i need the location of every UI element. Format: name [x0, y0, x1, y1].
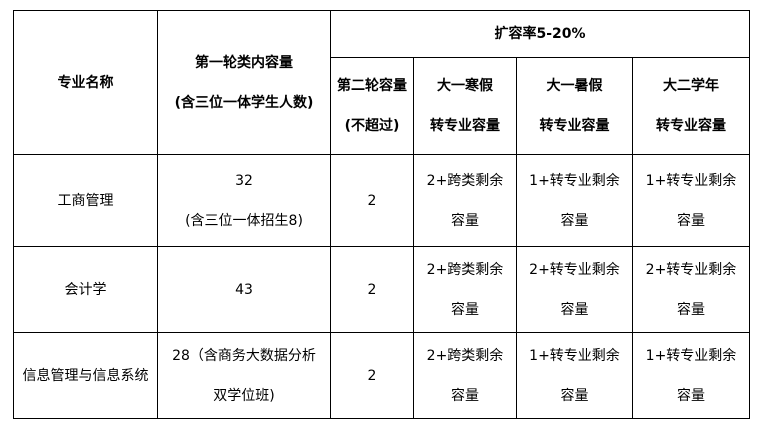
round2-value: 2	[367, 192, 377, 209]
round1-line1: 28（含商务大数据分析	[172, 347, 316, 364]
summer-line2: 容量	[560, 387, 589, 404]
cell-summer-capacity: 1+转专业剩余 容量	[516, 332, 633, 419]
table-row: 会计学 43 2 2+跨类剩余 容量 2+转专业剩余 容量 2+转专业剩余	[13, 246, 750, 333]
transfer-capacity-table: 专业名称 第一轮类内容量 (含三位一体学生人数) 扩容率5-20% 第二轮容量 …	[13, 10, 750, 419]
header-major-name: 专业名称	[13, 10, 158, 155]
header-row-sub: 第二轮容量 (不超过) 大一寒假 转专业容量 大一暑假 转专业容量 大二学年 转…	[14, 57, 750, 155]
table-row: 信息管理与信息系统 28（含商务大数据分析 双学位班) 2 2+跨类剩余 容量 …	[13, 332, 750, 419]
cell-major: 会计学	[13, 246, 158, 333]
major-label: 信息管理与信息系统	[22, 367, 149, 384]
summer-line1: 1+转专业剩余	[529, 172, 620, 189]
summer-line2: 容量	[560, 301, 589, 318]
round1-line1: 43	[235, 281, 253, 298]
cell-round2-capacity: 2	[330, 332, 414, 419]
winter-line2: 容量	[451, 301, 479, 318]
header-round1-capacity: 第一轮类内容量 (含三位一体学生人数)	[157, 10, 331, 155]
cell-round1-capacity: 32 (含三位一体招生8)	[157, 154, 331, 247]
cell-major: 信息管理与信息系统	[13, 332, 158, 419]
winter-line2: 容量	[451, 212, 479, 229]
header-major-name-label: 专业名称	[57, 74, 114, 91]
header-round1-line2: (含三位一体学生人数)	[174, 94, 314, 111]
cell-summer-capacity: 2+转专业剩余 容量	[516, 246, 633, 333]
year2-line2: 容量	[677, 301, 705, 318]
winter-line1: 2+跨类剩余	[426, 172, 504, 189]
summer-line1: 1+转专业剩余	[529, 347, 620, 364]
table-row: 工商管理 32 (含三位一体招生8) 2 2+跨类剩余 容量 1+转专业剩余 容…	[13, 154, 750, 247]
header-row-top: 专业名称 第一轮类内容量 (含三位一体学生人数) 扩容率5-20%	[13, 10, 750, 155]
header-summer-transfer: 大一暑假 转专业容量	[516, 57, 633, 155]
year2-line2: 容量	[677, 212, 705, 229]
winter-line1: 2+跨类剩余	[426, 261, 504, 278]
header-winter-line1: 大一寒假	[437, 78, 493, 94]
header-summer-line2: 转专业容量	[539, 118, 610, 134]
summer-line2: 容量	[560, 212, 589, 229]
cell-year2-capacity: 1+转专业剩余 容量	[632, 332, 750, 419]
cell-round2-capacity: 2	[330, 154, 414, 247]
cell-winter-capacity: 2+跨类剩余 容量	[413, 332, 517, 419]
round2-value: 2	[367, 281, 377, 298]
header-winter-line2: 转专业容量	[430, 118, 500, 134]
year2-line2: 容量	[677, 387, 705, 404]
header-round2-line1: 第二轮容量	[337, 78, 407, 94]
header-round2-line2: (不超过)	[344, 118, 400, 134]
cell-round1-capacity: 43	[157, 246, 331, 333]
header-year2-line1: 大二学年	[663, 78, 719, 94]
round1-line2: 双学位班)	[213, 387, 275, 404]
year2-line1: 1+转专业剩余	[645, 347, 737, 364]
major-label: 工商管理	[57, 192, 114, 209]
round2-value: 2	[367, 367, 377, 384]
cell-winter-capacity: 2+跨类剩余 容量	[413, 154, 517, 247]
header-year2-transfer: 大二学年 转专业容量	[632, 57, 750, 155]
cell-round1-capacity: 28（含商务大数据分析 双学位班)	[157, 332, 331, 419]
major-label: 会计学	[64, 281, 107, 298]
header-winter-transfer: 大一寒假 转专业容量	[413, 57, 517, 155]
round1-line1: 32	[235, 172, 253, 189]
cell-year2-capacity: 2+转专业剩余 容量	[632, 246, 750, 333]
year2-line1: 1+转专业剩余	[645, 172, 737, 189]
round1-line2: (含三位一体招生8)	[185, 212, 303, 229]
winter-line2: 容量	[451, 387, 479, 404]
header-round2-capacity: 第二轮容量 (不超过)	[330, 57, 414, 155]
header-expand-rate-label: 扩容率5-20%	[494, 26, 586, 42]
cell-major: 工商管理	[13, 154, 158, 247]
header-expand-rate: 扩容率5-20%	[330, 10, 750, 58]
cell-year2-capacity: 1+转专业剩余 容量	[632, 154, 750, 247]
header-round1-line1: 第一轮类内容量	[195, 54, 293, 71]
year2-line1: 2+转专业剩余	[645, 261, 737, 278]
cell-summer-capacity: 1+转专业剩余 容量	[516, 154, 633, 247]
summer-line1: 2+转专业剩余	[529, 261, 620, 278]
cell-winter-capacity: 2+跨类剩余 容量	[413, 246, 517, 333]
cell-round2-capacity: 2	[330, 246, 414, 333]
header-summer-line1: 大一暑假	[546, 78, 603, 94]
winter-line1: 2+跨类剩余	[426, 347, 504, 364]
header-year2-line2: 转专业容量	[656, 118, 726, 134]
